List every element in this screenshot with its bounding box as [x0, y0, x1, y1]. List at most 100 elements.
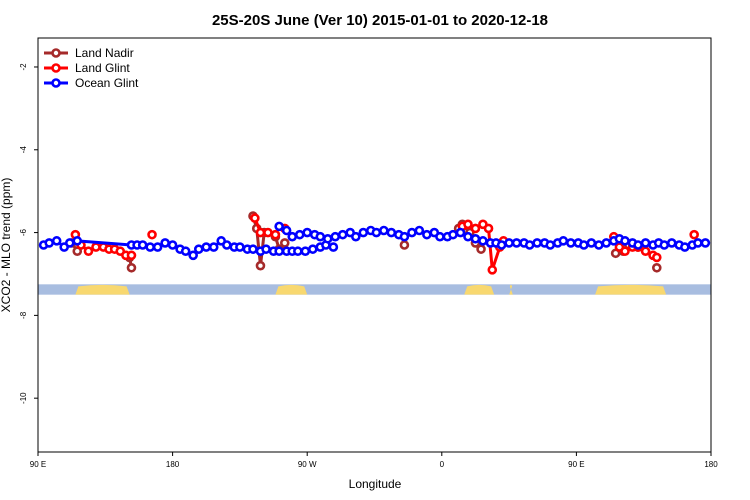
data-point [601, 238, 612, 248]
data-point [463, 231, 473, 242]
data-point [261, 244, 271, 254]
data-point [337, 229, 348, 240]
data-point [152, 242, 163, 252]
land-region [275, 284, 308, 295]
data-point [315, 231, 326, 242]
data-point [435, 231, 445, 242]
data-point [666, 238, 677, 248]
data-point [147, 229, 157, 240]
data-point [270, 229, 281, 240]
x-tick-label: 0 [440, 460, 445, 469]
data-point [255, 260, 266, 271]
data-point [455, 227, 466, 238]
data-point [302, 227, 313, 238]
data-point [448, 229, 458, 240]
data-point [579, 240, 589, 250]
data-point [470, 233, 481, 244]
legend-label: Ocean Glint [75, 76, 139, 90]
axes: 90 E 180 90 W 0 90 E 180 -2 -4 -6 -8 -10 [19, 37, 718, 469]
data-point [160, 238, 170, 248]
legend-swatch-marker [51, 48, 61, 58]
data-point [201, 242, 212, 252]
data-point [379, 225, 389, 236]
data-point [407, 227, 417, 238]
data-point [274, 246, 284, 257]
data-point [83, 246, 94, 257]
data-point [633, 240, 643, 250]
y-tick-label: -4 [19, 146, 28, 154]
data-point [586, 238, 597, 248]
data-point [680, 242, 690, 252]
data-point [279, 238, 290, 248]
data-point [300, 246, 311, 257]
data-point [328, 242, 339, 252]
legend-item: Ocean Glint [44, 76, 139, 90]
data-point [193, 244, 204, 254]
data-point [72, 236, 83, 246]
data-point [386, 227, 397, 238]
data-point [504, 238, 514, 248]
data-point [358, 227, 369, 238]
data-point [263, 227, 273, 238]
y-tick-label: -6 [19, 228, 28, 236]
data-point [248, 244, 258, 254]
series-ocean-glint [38, 221, 711, 261]
land-region [595, 284, 667, 295]
x-axis-label: Longitude [349, 477, 402, 491]
legend-label: Land Glint [75, 61, 130, 75]
data-point [330, 231, 341, 242]
data-point [371, 227, 382, 238]
data-point [651, 252, 662, 263]
data-point [463, 219, 473, 230]
x-tick-label: 90 E [30, 460, 46, 469]
data-point [558, 236, 569, 246]
ocean-band [38, 284, 711, 295]
legend-item: Land Nadir [44, 46, 134, 60]
legend-label: Land Nadir [75, 46, 134, 60]
data-point [188, 250, 198, 261]
data-point [222, 240, 232, 250]
data-point [476, 244, 486, 254]
data-point [64, 238, 75, 248]
data-point [524, 240, 535, 250]
data-point [496, 240, 507, 250]
data-point [414, 225, 425, 236]
data-point [250, 213, 260, 223]
x-tick-label: 90 W [298, 460, 317, 469]
data-point [274, 221, 284, 232]
data-point [478, 236, 488, 246]
data-point [399, 240, 410, 250]
y-axis-label: XCO2 - MLO trend (ppm) [0, 178, 13, 313]
data-point [167, 240, 178, 250]
data-point [351, 231, 361, 242]
data-point [545, 240, 556, 250]
data-point [659, 240, 670, 250]
data-point [287, 231, 298, 242]
data-point [620, 246, 630, 257]
data-point [44, 238, 55, 248]
data-point [511, 238, 522, 248]
land-ocean-strip [38, 284, 711, 295]
data-point [308, 244, 318, 254]
y-tick-label: -2 [19, 63, 28, 71]
data-point [640, 238, 651, 248]
data-point [322, 233, 333, 244]
data-point [470, 223, 481, 234]
legend-swatch-marker [51, 63, 61, 73]
data-point [91, 242, 101, 252]
data-point [700, 238, 711, 248]
data-point [693, 238, 703, 248]
x-tick-label: 90 E [568, 460, 584, 469]
land-region [75, 284, 130, 295]
data-point [620, 236, 630, 246]
data-point [137, 240, 148, 250]
data-point [399, 231, 410, 242]
data-point [532, 238, 542, 248]
chart-title: 25S-20S June (Ver 10) 2015-01-01 to 2020… [212, 12, 548, 29]
data-point [483, 223, 494, 234]
x-tick-label: 180 [704, 460, 718, 469]
data-point [235, 242, 245, 252]
data-point [180, 246, 191, 257]
data-point [640, 246, 651, 257]
